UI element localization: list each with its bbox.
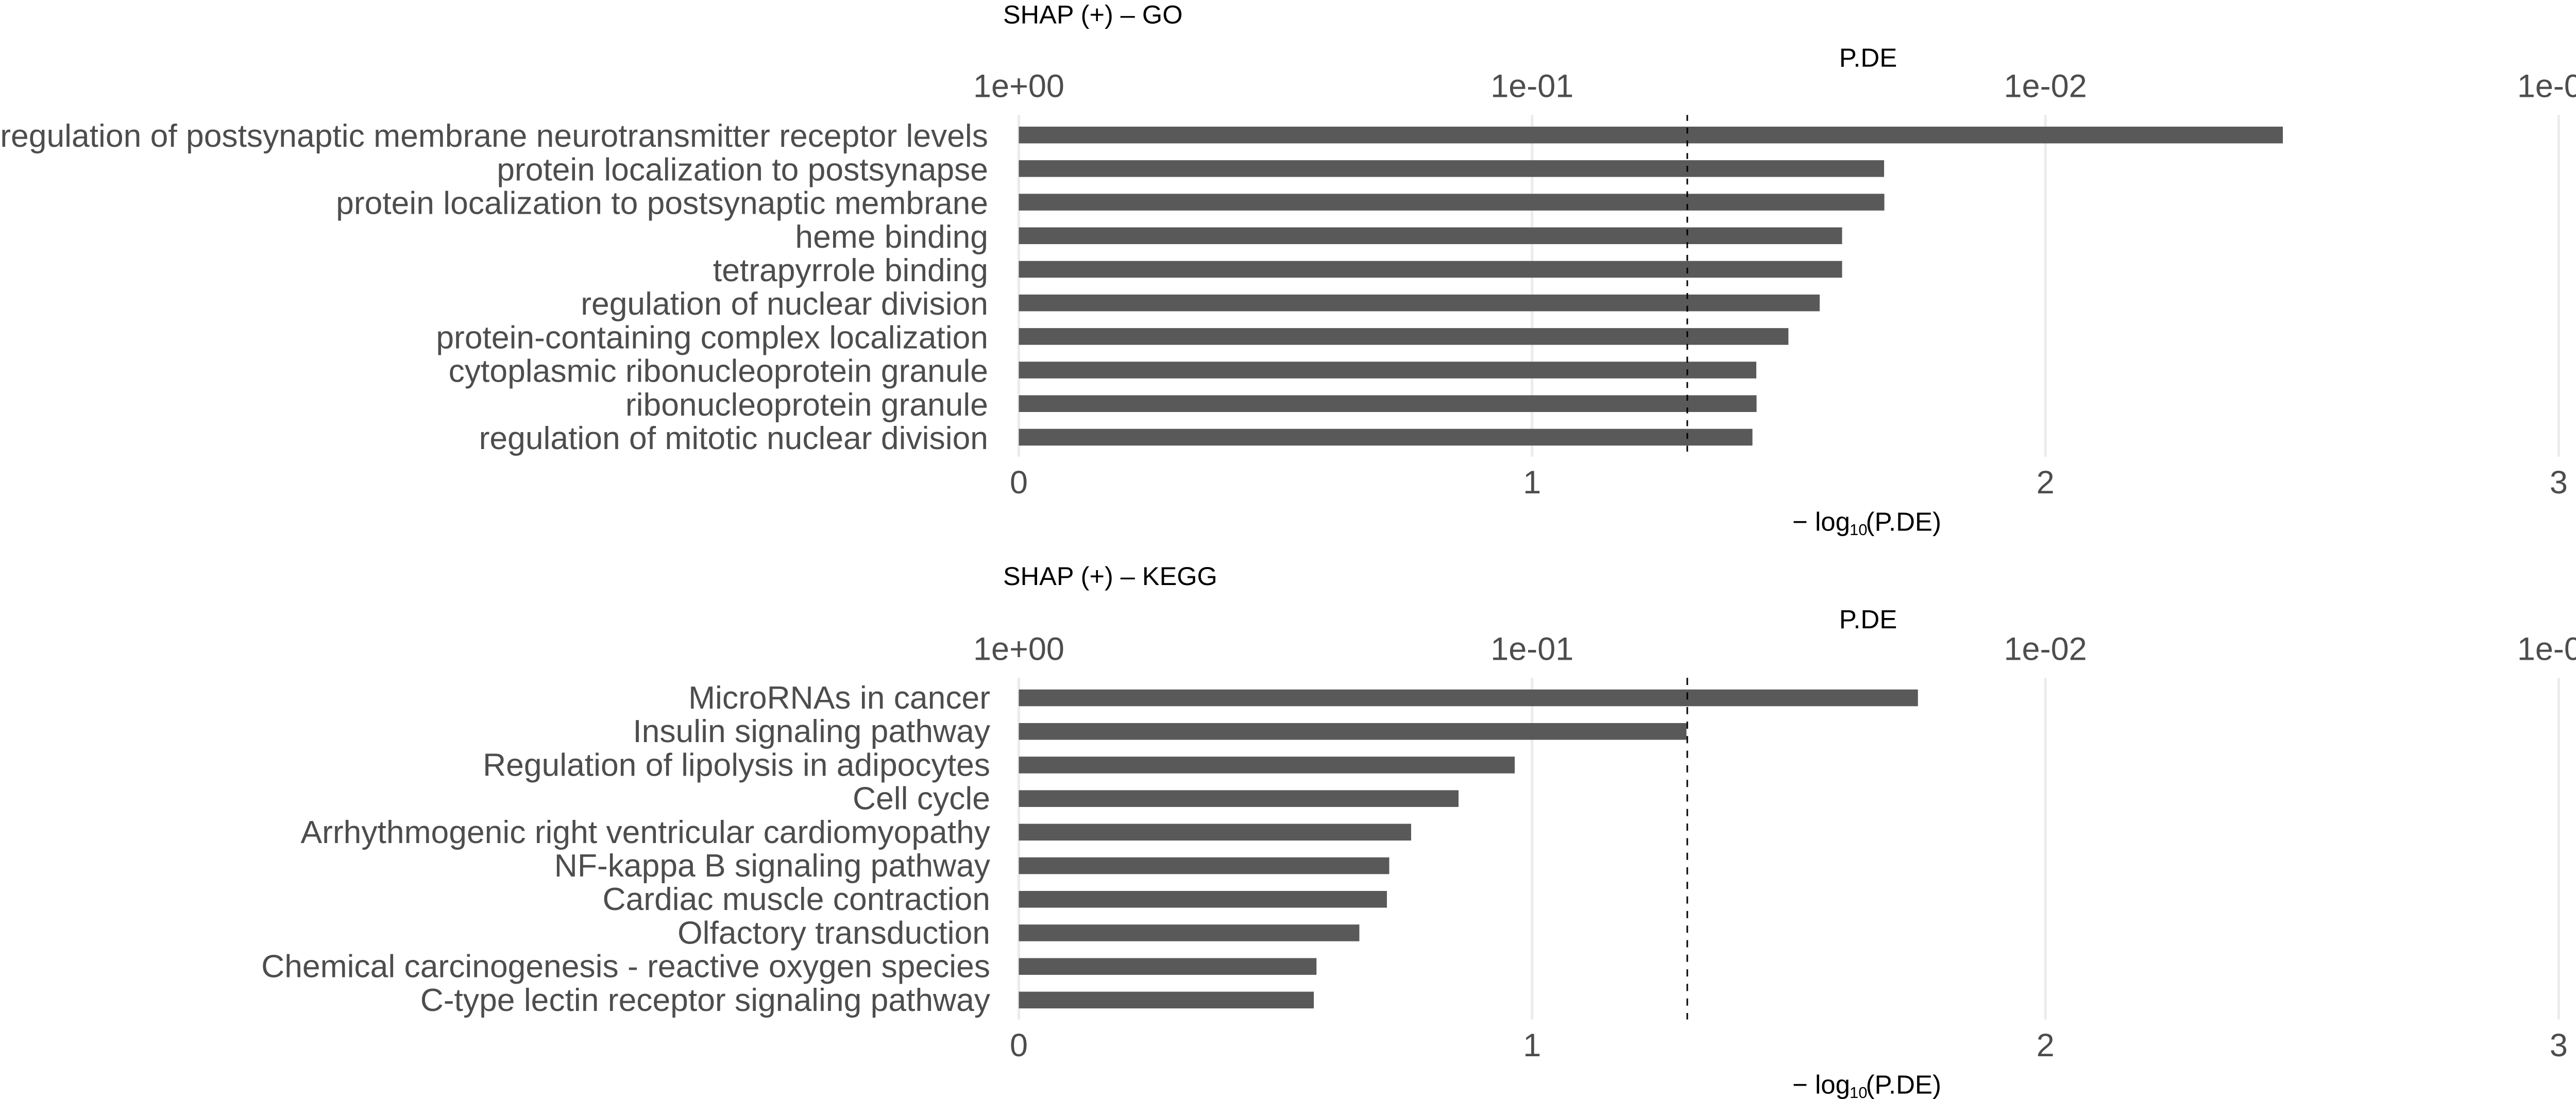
svg-text:(P.DE): (P.DE)	[1866, 507, 1941, 537]
svg-text:2: 2	[2037, 465, 2055, 501]
svg-text:1e-03: 1e-03	[2517, 631, 2576, 667]
svg-text:1: 1	[1523, 1027, 1541, 1063]
svg-text:1e-01: 1e-01	[1490, 631, 1573, 667]
svg-text:1e-02: 1e-02	[2004, 631, 2087, 667]
svg-text:SHAP (+) – GO: SHAP (+) – GO	[1003, 0, 1182, 29]
svg-text:Regulation of lipolysis in adi: Regulation of lipolysis in adipocytes	[483, 747, 990, 783]
svg-text:Chemical carcinogenesis - reac: Chemical carcinogenesis - reactive oxyge…	[261, 949, 990, 985]
svg-text:Arrhythmogenic right ventricul: Arrhythmogenic right ventricular cardiom…	[300, 815, 990, 850]
svg-text:protein localization to postsy: protein localization to postsynaptic mem…	[336, 186, 988, 221]
svg-text:10: 10	[1850, 1084, 1867, 1099]
svg-text:1e+00: 1e+00	[973, 68, 1064, 105]
svg-text:Cardiac muscle contraction: Cardiac muscle contraction	[603, 882, 990, 917]
svg-text:0: 0	[1010, 465, 1028, 501]
svg-text:cytoplasmic ribonucleoprotein: cytoplasmic ribonucleoprotein granule	[449, 354, 988, 389]
svg-text:1: 1	[1523, 465, 1541, 501]
svg-text:1e-01: 1e-01	[1490, 68, 1573, 105]
svg-text:NF-kappa B signaling pathway: NF-kappa B signaling pathway	[554, 848, 991, 884]
svg-text:P.DE: P.DE	[1839, 605, 1897, 634]
svg-text:P.DE: P.DE	[1839, 43, 1897, 73]
svg-text:MicroRNAs in cancer: MicroRNAs in cancer	[688, 680, 990, 716]
svg-text:3: 3	[2550, 1027, 2568, 1063]
svg-text:Cell cycle: Cell cycle	[853, 781, 990, 817]
svg-text:2: 2	[2037, 1027, 2055, 1063]
svg-text:− log: − log	[1792, 507, 1850, 537]
svg-text:ribonucleoprotein granule: ribonucleoprotein granule	[625, 387, 988, 423]
svg-text:regulation of nuclear division: regulation of nuclear division	[581, 286, 988, 322]
svg-text:protein-containing complex loc: protein-containing complex localization	[436, 320, 988, 355]
svg-text:3: 3	[2550, 465, 2568, 501]
svg-text:10: 10	[1850, 521, 1867, 539]
svg-text:protein localization to postsy: protein localization to postsynapse	[497, 152, 988, 187]
svg-text:1e-02: 1e-02	[2004, 68, 2087, 105]
svg-text:− log: − log	[1792, 1070, 1850, 1099]
svg-text:Insulin signaling pathway: Insulin signaling pathway	[633, 714, 990, 749]
svg-text:C-type lectin receptor signali: C-type lectin receptor signaling pathway	[420, 983, 991, 1018]
svg-text:tetrapyrrole binding: tetrapyrrole binding	[713, 253, 988, 288]
svg-text:regulation of postsynaptic mem: regulation of postsynaptic membrane neur…	[0, 118, 988, 154]
svg-text:(P.DE): (P.DE)	[1866, 1070, 1941, 1099]
svg-text:0: 0	[1010, 1027, 1028, 1063]
svg-text:SHAP (+) – KEGG: SHAP (+) – KEGG	[1003, 561, 1217, 591]
svg-text:1e+00: 1e+00	[973, 631, 1064, 667]
svg-text:1e-03: 1e-03	[2517, 68, 2576, 105]
svg-text:regulation of mitotic nuclear: regulation of mitotic nuclear division	[479, 421, 988, 456]
svg-text:heme binding: heme binding	[795, 219, 988, 255]
svg-text:Olfactory transduction: Olfactory transduction	[677, 915, 990, 951]
